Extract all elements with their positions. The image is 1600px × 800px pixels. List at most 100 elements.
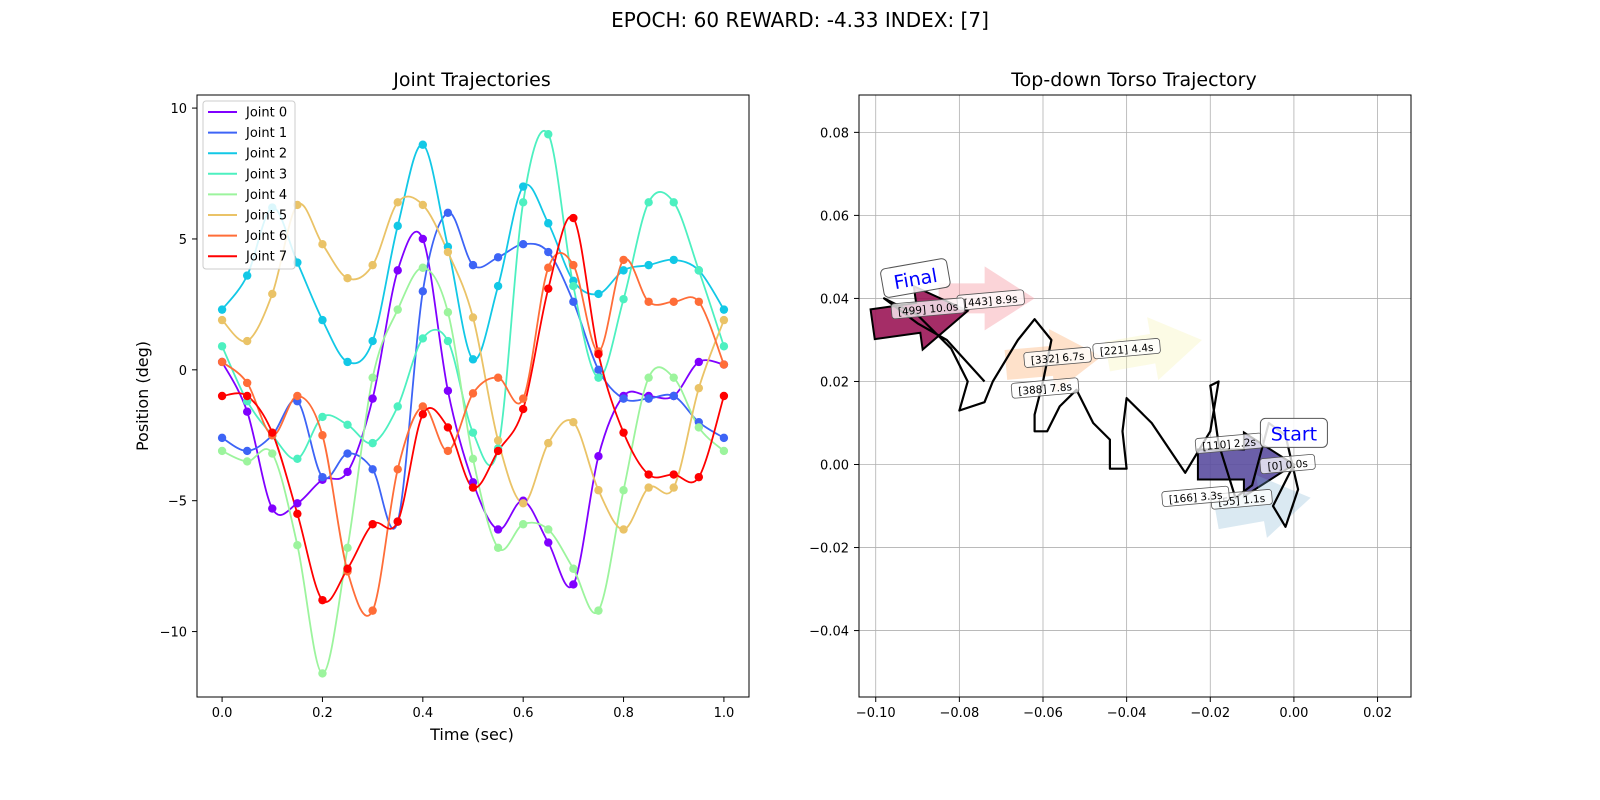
data-point-joint-3 [594,373,603,382]
data-point-joint-3 [644,198,653,207]
data-point-joint-3 [719,342,729,351]
data-point-joint-1 [594,365,603,375]
point-label-box [1161,485,1230,507]
data-point-joint-1 [368,465,377,474]
annotation-box-0 [1259,417,1328,448]
x-tick-label: −0.10 [856,706,896,721]
data-point-joint-1 [493,253,503,262]
data-point-joint-7 [669,470,678,479]
data-point-joint-0 [544,538,553,547]
data-point-joint-7 [242,391,252,401]
data-point-joint-2 [368,336,377,346]
data-point-joint-0 [343,467,352,477]
data-point-joint-1 [318,472,327,482]
data-point-joint-7 [619,428,628,437]
left-chart-title: Joint Trajectories [392,69,550,91]
data-point-joint-6 [318,431,327,440]
data-point-joint-6 [468,389,478,398]
data-point-joint-4 [443,308,453,317]
data-point-joint-1 [669,391,678,401]
data-point-joint-4 [368,373,377,382]
data-point-joint-4 [594,606,603,615]
data-point-joint-5 [644,483,653,492]
data-point-joint-5 [343,274,352,283]
data-point-joint-4 [418,263,428,272]
point-label-box [1092,338,1161,360]
data-point-joint-1 [619,394,628,403]
y-tick-label: 0.08 [820,126,849,141]
data-point-joint-2 [518,182,528,191]
data-point-joint-6 [719,360,729,369]
data-point-joint-5 [694,383,704,393]
x-tick-label: 0.6 [513,706,534,721]
series-line-joint-7 [221,215,725,603]
y-tick-label: 10 [170,102,187,117]
legend-label-joint-6: Joint 6 [245,229,287,244]
data-point-joint-4 [318,669,327,678]
data-point-joint-5 [268,289,277,299]
right-trajectory-path [883,297,1300,528]
data-point-joint-5 [719,315,729,325]
data-point-joint-2 [468,355,478,364]
annotation-box-1 [880,258,951,298]
x-tick-label: 0.2 [312,706,333,721]
data-point-joint-6 [619,255,628,265]
figure-suptitle: EPOCH: 60 REWARD: -4.33 INDEX: [7] [611,8,989,32]
data-point-joint-5 [242,336,252,346]
data-point-joint-6 [569,260,578,270]
data-point-joint-4 [569,564,578,573]
y-tick-label: 0.06 [820,209,849,224]
data-point-joint-7 [217,391,227,401]
legend-label-joint-7: Joint 7 [245,250,287,265]
series-line-joint-0 [221,230,725,589]
y-tick-label: 0.02 [820,375,849,390]
point-label-text: [499] 10.0s [897,301,958,318]
data-point-joint-5 [493,436,503,445]
data-point-joint-7 [368,520,377,529]
data-point-joint-1 [242,446,252,456]
data-point-joint-4 [669,373,678,382]
x-tick-label: 0.02 [1363,706,1392,721]
y-tick-label: −0.02 [809,542,849,557]
point-label-box [1259,453,1316,475]
data-point-joint-2 [644,260,653,270]
point-label-box [890,297,966,320]
data-point-joint-4 [242,457,252,466]
data-point-joint-7 [544,284,553,293]
data-point-joint-1 [719,433,729,443]
data-point-joint-3 [418,334,428,343]
data-point-joint-5 [544,438,553,448]
data-point-joint-4 [644,373,653,382]
left-y-axis-label: Position (deg) [133,341,152,451]
data-point-joint-7 [468,483,478,492]
data-point-joint-6 [393,465,402,474]
data-point-joint-2 [493,281,503,291]
data-point-joint-2 [594,289,603,299]
data-point-joint-6 [368,606,377,615]
data-point-joint-3 [468,428,478,437]
data-point-joint-0 [293,499,302,508]
legend-label-joint-3: Joint 3 [245,167,287,182]
data-point-joint-6 [544,263,553,272]
data-point-joint-5 [594,486,603,495]
series-line-joint-1 [221,211,725,530]
data-point-joint-2 [418,140,428,149]
data-point-joint-4 [719,446,729,456]
data-point-joint-5 [669,483,678,492]
data-point-joint-6 [418,402,428,411]
x-tick-label: 1.0 [714,706,735,721]
right-axes-frame [858,94,1412,698]
data-point-joint-4 [468,454,478,464]
legend-label-joint-4: Joint 4 [245,188,287,203]
left-axis-ticks: 0.0 0.2 0.4 0.6 0.8 1.0 −10 −5 0 5 10 [160,102,735,721]
data-point-joint-2 [343,357,352,367]
left-series-points [217,130,729,678]
annotation-text-0: Start [1271,423,1317,445]
data-point-joint-7 [318,595,327,605]
data-point-joint-7 [518,404,528,414]
data-point-joint-3 [368,438,377,448]
y-tick-label: 0.00 [820,459,849,474]
data-point-joint-0 [493,525,503,534]
